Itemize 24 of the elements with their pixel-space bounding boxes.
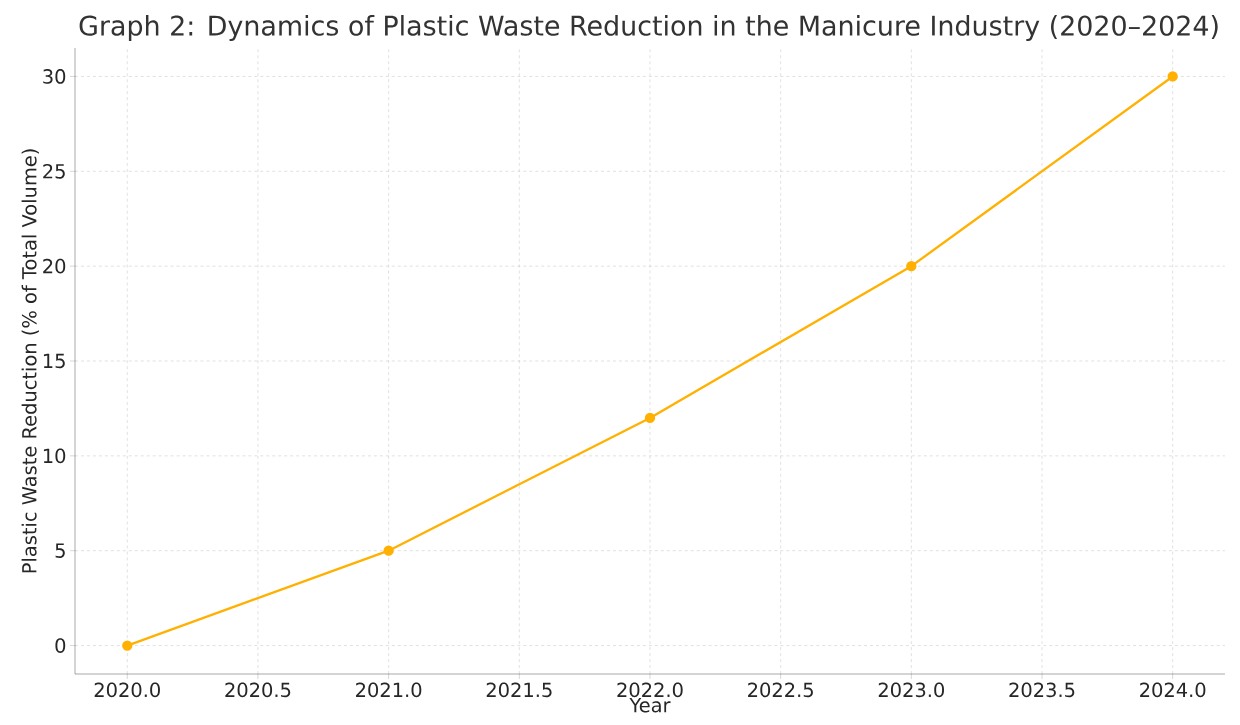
x-tick-label: 2020.0 — [94, 682, 160, 698]
point — [122, 640, 133, 651]
x-tick-label: 2022.0 — [617, 682, 683, 698]
x-tick-label: 2020.5 — [225, 682, 291, 698]
x-tick-label: 2023.5 — [1009, 682, 1075, 698]
point — [1167, 71, 1178, 82]
y-tick-label: 20 — [43, 258, 66, 274]
point — [906, 260, 917, 272]
x-axis-title: Year — [629, 698, 671, 713]
x-tick-label: 2024.0 — [1140, 682, 1206, 698]
y-tick-label: 15 — [43, 353, 65, 369]
y-tick-label: 0 — [55, 638, 66, 653]
point — [644, 412, 656, 424]
chart-title: Graph 2: Dynamics of Plastic Waste Reduction in the Manicure Industry (2020–2024) — [79, 14, 1218, 42]
x-tick-label: 2022.5 — [748, 682, 813, 698]
y-tick-label: 30 — [43, 69, 66, 84]
x-tick-label: 2021.5 — [486, 682, 552, 698]
y-axis-title: Plastic Waste Reduction (% of Total Volume) — [21, 149, 39, 573]
x-tick-label: 2021.0 — [356, 682, 422, 698]
y-tick-label: 10 — [43, 448, 66, 464]
point — [383, 545, 394, 556]
y-tick-label: 25 — [43, 163, 65, 179]
y-tick-label: 5 — [55, 543, 65, 558]
x-tick-label: 2023.0 — [878, 682, 944, 698]
